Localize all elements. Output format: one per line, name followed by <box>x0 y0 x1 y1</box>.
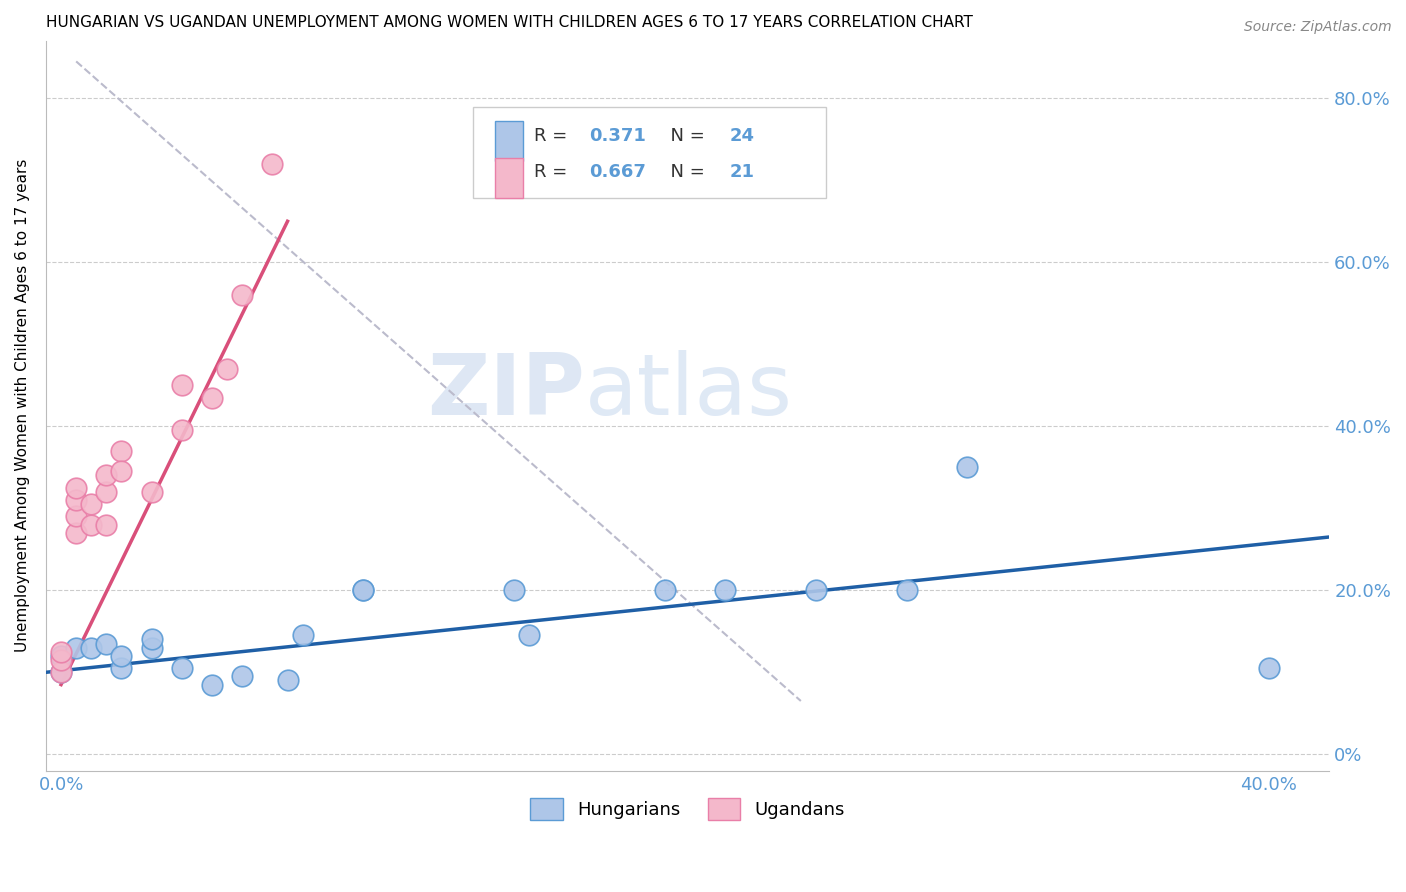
Point <box>49 653 72 667</box>
Point <box>352 583 374 598</box>
Text: 21: 21 <box>730 163 755 181</box>
Point <box>217 362 239 376</box>
Point <box>65 481 87 495</box>
Point <box>141 640 163 655</box>
Text: Source: ZipAtlas.com: Source: ZipAtlas.com <box>1244 20 1392 34</box>
Point <box>110 648 132 663</box>
Point <box>503 583 526 598</box>
Point <box>96 484 118 499</box>
Text: 0.667: 0.667 <box>589 163 645 181</box>
Point <box>65 640 87 655</box>
Point <box>291 628 314 642</box>
Text: R =: R = <box>534 163 572 181</box>
Point <box>110 661 132 675</box>
Bar <box>495 121 523 161</box>
Point <box>49 645 72 659</box>
Text: N =: N = <box>659 127 711 145</box>
Point <box>80 640 103 655</box>
Point <box>110 464 132 478</box>
Point <box>262 157 284 171</box>
Point <box>654 583 676 598</box>
Text: HUNGARIAN VS UGANDAN UNEMPLOYMENT AMONG WOMEN WITH CHILDREN AGES 6 TO 17 YEARS C: HUNGARIAN VS UGANDAN UNEMPLOYMENT AMONG … <box>46 15 973 30</box>
Point <box>231 288 253 302</box>
Point <box>804 583 827 598</box>
Point <box>1257 661 1279 675</box>
Text: R =: R = <box>534 127 572 145</box>
Point <box>65 493 87 508</box>
Text: 0.371: 0.371 <box>589 127 645 145</box>
Point <box>896 583 918 598</box>
Point <box>517 628 540 642</box>
Point <box>80 497 103 511</box>
Bar <box>495 158 523 198</box>
Text: N =: N = <box>659 163 711 181</box>
Point <box>65 509 87 524</box>
Text: ZIP: ZIP <box>427 350 585 433</box>
Y-axis label: Unemployment Among Women with Children Ages 6 to 17 years: Unemployment Among Women with Children A… <box>15 159 30 652</box>
Text: 24: 24 <box>730 127 755 145</box>
Point <box>80 517 103 532</box>
Point <box>49 665 72 680</box>
Point <box>170 661 193 675</box>
Point <box>201 391 224 405</box>
FancyBboxPatch shape <box>474 106 827 198</box>
Point <box>170 378 193 392</box>
Point <box>141 632 163 647</box>
Point <box>956 460 979 475</box>
Point <box>96 468 118 483</box>
Point <box>201 677 224 691</box>
Point <box>49 665 72 680</box>
Point <box>170 424 193 438</box>
Point <box>96 637 118 651</box>
Point <box>65 525 87 540</box>
Text: atlas: atlas <box>585 350 793 433</box>
Legend: Hungarians, Ugandans: Hungarians, Ugandans <box>523 791 852 828</box>
Point <box>110 443 132 458</box>
Point <box>352 583 374 598</box>
Point <box>231 669 253 683</box>
Point <box>714 583 737 598</box>
Point <box>277 673 299 688</box>
Point <box>96 517 118 532</box>
Point <box>49 648 72 663</box>
Point <box>141 484 163 499</box>
